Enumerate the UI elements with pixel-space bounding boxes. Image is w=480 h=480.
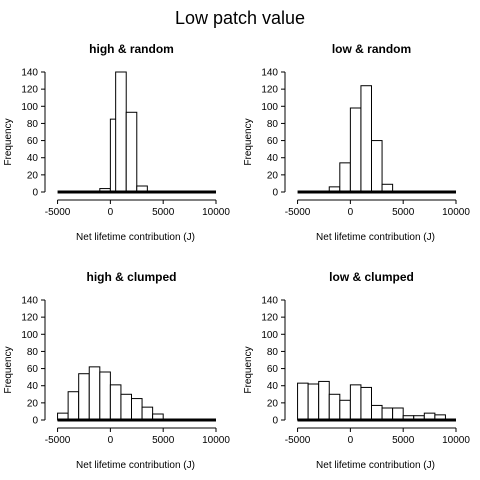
x-tick-label: 10000 xyxy=(202,435,230,446)
histogram-bar xyxy=(349,107,362,193)
histogram-bar xyxy=(328,393,341,421)
histogram-bar xyxy=(88,366,101,421)
y-tick-label: 140 xyxy=(21,68,38,79)
x-tick-label: 10000 xyxy=(442,207,470,218)
y-tick-label: 140 xyxy=(21,296,38,307)
x-tick-label: 5000 xyxy=(152,207,175,218)
y-tick-label: 0 xyxy=(32,416,38,427)
x-tick-label: 10000 xyxy=(442,435,470,446)
x-tick-label: 0 xyxy=(108,207,114,218)
histogram-bar xyxy=(318,380,330,421)
y-tick-label: 80 xyxy=(27,119,39,130)
chart-panel-3: high & clumped 0 20 40 60 80 100 120 140 -5000 0 50… xyxy=(3,270,230,471)
chart-panel-2: low & random 0 20 40 60 80 100 120 140 -5000 0 5000… xyxy=(243,42,470,243)
y-tick-label: 100 xyxy=(261,330,278,341)
x-tick-label: 5000 xyxy=(392,207,415,218)
y-tick-label: 140 xyxy=(261,68,278,79)
x-tick-label: 10000 xyxy=(202,207,230,218)
x-tick-label: 5000 xyxy=(152,435,175,446)
histogram-bar xyxy=(371,140,383,193)
x-tick-label: -5000 xyxy=(45,207,71,218)
y-axis-label: Frequency xyxy=(3,118,14,165)
y-axis-label: Frequency xyxy=(243,346,254,393)
y-tick-label: 40 xyxy=(267,381,279,392)
x-tick-label: -5000 xyxy=(285,207,311,218)
histogram-bar xyxy=(339,399,351,421)
y-tick-label: 120 xyxy=(21,313,38,324)
y-tick-label: 100 xyxy=(261,102,278,113)
figure-title: Low patch value xyxy=(175,8,305,28)
x-tick-label: 0 xyxy=(348,207,354,218)
histogram-bar xyxy=(339,162,351,193)
histogram-bar xyxy=(120,393,132,421)
y-tick-label: 40 xyxy=(267,153,279,164)
y-tick-label: 20 xyxy=(267,398,279,409)
y-tick-label: 0 xyxy=(272,188,278,199)
histogram-bar xyxy=(67,391,80,421)
panel-title: low & random xyxy=(332,42,411,56)
histogram-bar xyxy=(125,111,138,193)
y-tick-label: 80 xyxy=(27,347,39,358)
histogram-bar xyxy=(115,71,127,193)
histogram-bar xyxy=(78,373,90,421)
histogram-bar xyxy=(360,85,372,193)
y-tick-label: 60 xyxy=(267,136,279,147)
histogram-bar xyxy=(349,384,362,421)
histogram-bar xyxy=(381,407,394,421)
histogram-bar xyxy=(307,383,320,421)
y-tick-label: 100 xyxy=(21,330,38,341)
x-axis-label: Net lifetime contribution (J) xyxy=(76,232,195,243)
chart-panel-4: low & clumped 0 20 40 60 80 100 120 140 -5000 0 500… xyxy=(243,270,470,471)
chart-panel-1: high & random 0 20 40 60 80 100 120 140 -5000 0 500… xyxy=(3,42,230,243)
panel-title: high & random xyxy=(89,42,174,56)
y-tick-label: 0 xyxy=(272,416,278,427)
y-tick-label: 40 xyxy=(27,153,39,164)
histogram-bar xyxy=(141,406,154,421)
y-tick-label: 80 xyxy=(267,347,279,358)
y-tick-label: 40 xyxy=(27,381,39,392)
panel-title: high & clumped xyxy=(87,270,177,284)
y-axis-label: Frequency xyxy=(243,118,254,165)
y-tick-label: 20 xyxy=(267,170,279,181)
y-tick-label: 60 xyxy=(27,136,39,147)
panel-title: low & clumped xyxy=(329,270,414,284)
x-axis-label: Net lifetime contribution (J) xyxy=(76,460,195,471)
y-axis-label: Frequency xyxy=(3,346,14,393)
y-tick-label: 80 xyxy=(267,119,279,130)
histogram-bar xyxy=(360,386,372,421)
histogram-bar xyxy=(392,407,404,421)
y-tick-label: 120 xyxy=(21,85,38,96)
x-tick-label: 0 xyxy=(348,435,354,446)
y-tick-label: 120 xyxy=(261,313,278,324)
histogram-bar xyxy=(109,384,122,421)
x-axis-label: Net lifetime contribution (J) xyxy=(316,232,435,243)
x-tick-label: 5000 xyxy=(392,435,415,446)
y-tick-label: 120 xyxy=(261,85,278,96)
y-tick-label: 60 xyxy=(27,364,39,375)
histogram-bar xyxy=(371,404,383,421)
y-tick-label: 100 xyxy=(21,102,38,113)
y-tick-label: 20 xyxy=(27,398,39,409)
histogram-bar xyxy=(131,398,143,421)
y-tick-label: 0 xyxy=(32,188,38,199)
histogram-bar xyxy=(99,371,111,421)
x-axis-label: Net lifetime contribution (J) xyxy=(316,460,435,471)
y-tick-label: 60 xyxy=(267,364,279,375)
y-tick-label: 20 xyxy=(27,170,39,181)
y-tick-label: 140 xyxy=(261,296,278,307)
histogram-bar xyxy=(297,382,309,421)
x-tick-label: -5000 xyxy=(45,435,71,446)
x-tick-label: 0 xyxy=(108,435,114,446)
x-tick-label: -5000 xyxy=(285,435,311,446)
